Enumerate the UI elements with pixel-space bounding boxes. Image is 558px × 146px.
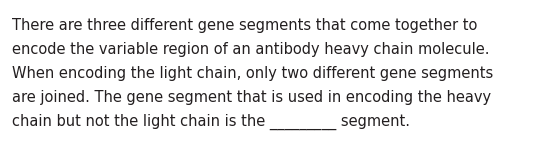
Text: encode the variable region of an antibody heavy chain molecule.: encode the variable region of an antibod… [12, 42, 489, 57]
Text: There are three different gene segments that come together to: There are three different gene segments … [12, 18, 478, 33]
Text: are joined. The gene segment that is used in encoding the heavy: are joined. The gene segment that is use… [12, 90, 491, 105]
Text: When encoding the light chain, only two different gene segments: When encoding the light chain, only two … [12, 66, 493, 81]
Text: chain but not the light chain is the _________ segment.: chain but not the light chain is the ___… [12, 114, 410, 130]
